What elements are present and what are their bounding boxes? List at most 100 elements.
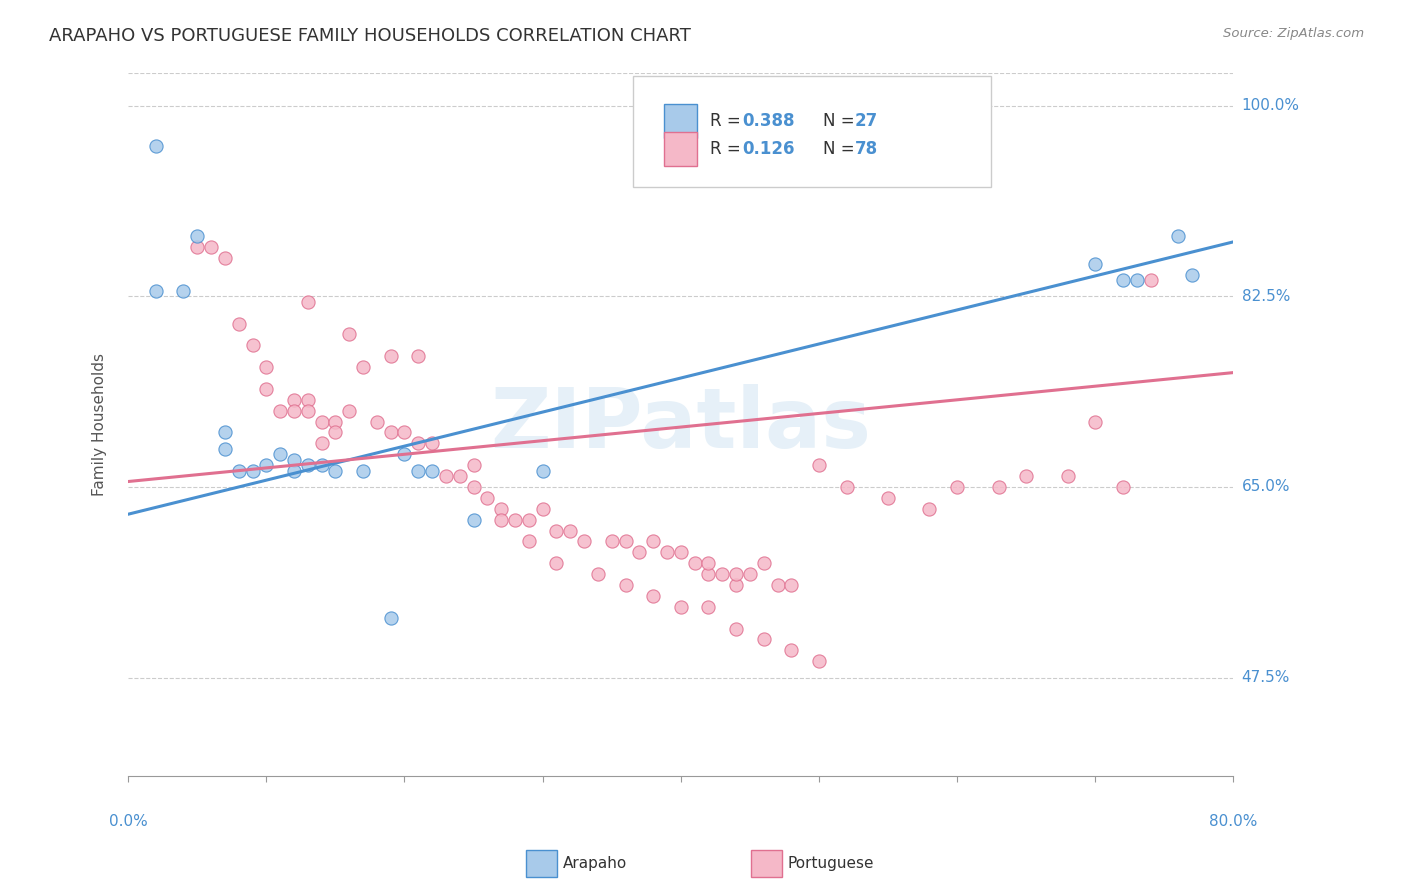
Point [517, 534, 540, 549]
Y-axis label: Family Households: Family Households [93, 353, 107, 496]
Point [1084, 257, 1107, 271]
Point [918, 501, 941, 516]
Point [807, 458, 830, 473]
Point [434, 469, 457, 483]
Point [214, 425, 236, 440]
Point [780, 578, 803, 592]
Point [683, 556, 706, 570]
Point [1167, 229, 1189, 244]
Point [1015, 469, 1038, 483]
Point [228, 464, 250, 478]
Point [420, 464, 443, 478]
Point [380, 610, 402, 624]
Point [420, 436, 443, 450]
Text: ARAPAHO VS PORTUGUESE FAMILY HOUSEHOLDS CORRELATION CHART: ARAPAHO VS PORTUGUESE FAMILY HOUSEHOLDS … [49, 27, 692, 45]
Point [711, 567, 734, 582]
Text: N =: N = [823, 140, 859, 158]
Point [214, 442, 236, 456]
Point [269, 403, 291, 417]
Point [655, 545, 678, 559]
Point [1084, 415, 1107, 429]
Text: 65.0%: 65.0% [1241, 480, 1291, 494]
Point [1056, 469, 1078, 483]
Point [752, 632, 775, 647]
Point [449, 469, 471, 483]
Point [352, 464, 374, 478]
Point [766, 578, 789, 592]
Point [283, 403, 305, 417]
Point [325, 464, 347, 478]
Point [254, 458, 277, 473]
Point [725, 622, 748, 636]
Point [614, 534, 637, 549]
Point [297, 294, 319, 309]
Text: 80.0%: 80.0% [1209, 814, 1257, 829]
Point [311, 458, 333, 473]
Point [489, 501, 512, 516]
Point [628, 545, 651, 559]
Point [752, 556, 775, 570]
Point [254, 382, 277, 396]
Point [228, 317, 250, 331]
Point [572, 534, 595, 549]
Point [669, 545, 692, 559]
Text: 82.5%: 82.5% [1241, 289, 1291, 304]
Point [283, 392, 305, 407]
Point [1112, 273, 1135, 287]
Point [614, 578, 637, 592]
Point [600, 534, 623, 549]
Point [311, 436, 333, 450]
Point [269, 447, 291, 461]
Point [531, 501, 554, 516]
Point [242, 464, 264, 478]
Point [297, 392, 319, 407]
Point [408, 349, 430, 363]
Point [725, 567, 748, 582]
Point [780, 643, 803, 657]
Text: 27: 27 [855, 112, 879, 130]
Point [697, 599, 720, 614]
Point [337, 403, 360, 417]
Text: 0.126: 0.126 [742, 140, 794, 158]
Point [807, 654, 830, 668]
Text: 78: 78 [855, 140, 877, 158]
Text: 47.5%: 47.5% [1241, 670, 1291, 685]
Point [186, 229, 208, 244]
Point [200, 240, 222, 254]
Point [145, 284, 167, 298]
Text: R =: R = [710, 140, 747, 158]
Point [214, 251, 236, 265]
Point [697, 567, 720, 582]
Point [242, 338, 264, 352]
Point [352, 360, 374, 375]
Point [531, 464, 554, 478]
Point [325, 425, 347, 440]
Point [477, 491, 499, 505]
Point [172, 284, 194, 298]
Point [489, 513, 512, 527]
Point [254, 360, 277, 375]
Text: 0.388: 0.388 [742, 112, 794, 130]
Point [145, 139, 167, 153]
Point [586, 567, 609, 582]
Point [297, 458, 319, 473]
Point [643, 534, 665, 549]
Point [337, 327, 360, 342]
Point [283, 452, 305, 467]
Point [463, 458, 485, 473]
Point [643, 589, 665, 603]
Point [1112, 480, 1135, 494]
Point [394, 425, 416, 440]
Point [283, 464, 305, 478]
Point [725, 578, 748, 592]
Point [1181, 268, 1204, 282]
Point [560, 524, 582, 538]
Point [366, 415, 388, 429]
Point [463, 480, 485, 494]
Text: ZIPatlas: ZIPatlas [491, 384, 872, 465]
Text: R =: R = [710, 112, 747, 130]
Point [517, 513, 540, 527]
Point [1139, 273, 1161, 287]
Point [380, 425, 402, 440]
Point [394, 447, 416, 461]
